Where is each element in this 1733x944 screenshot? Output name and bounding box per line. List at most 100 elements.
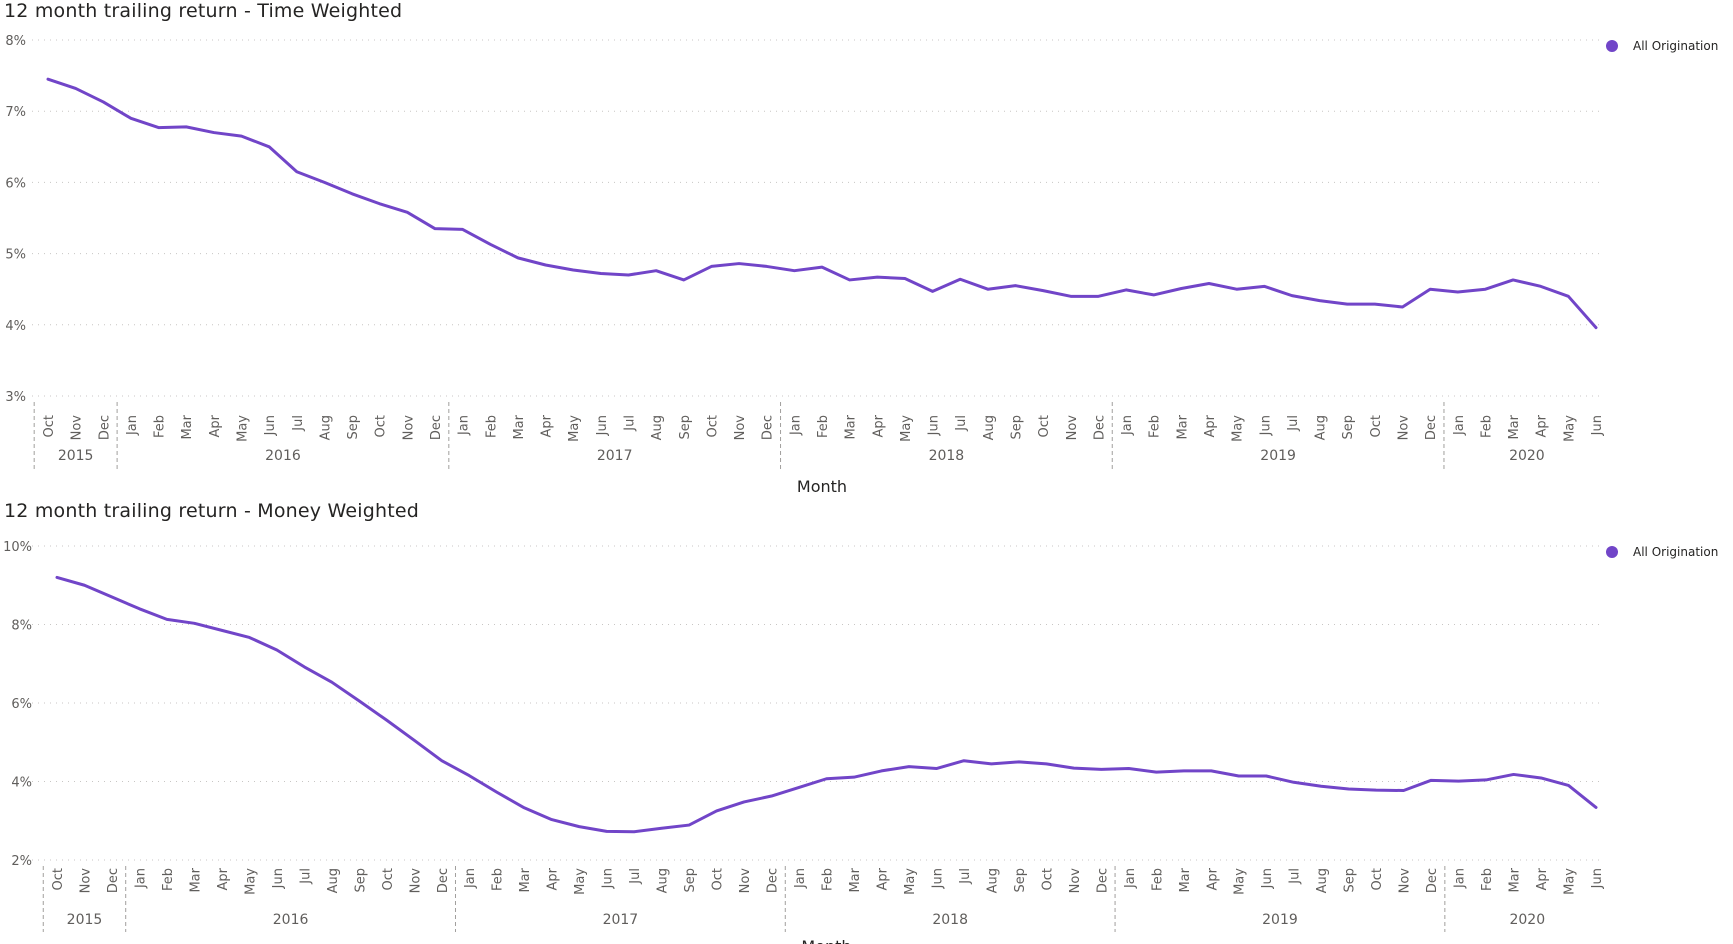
x-tick-label: Mar: [1178, 867, 1193, 892]
legend-marker: [1606, 40, 1618, 52]
x-tick-label: Nov: [1397, 415, 1412, 441]
y-tick-label: 6%: [11, 697, 32, 712]
year-label: 2019: [1262, 912, 1298, 928]
x-tick-label: Jan: [463, 868, 478, 889]
x-tick-label: Mar: [180, 414, 195, 439]
x-tick-label: Apr: [216, 867, 231, 890]
x-tick-label: Jun: [1590, 868, 1605, 889]
x-tick-label: Oct: [1040, 868, 1055, 890]
x-tick-label: Mar: [1175, 414, 1190, 439]
x-tick-label: Jan: [1452, 415, 1467, 436]
x-tick-label: Dec: [436, 868, 451, 893]
y-tick-label: 6%: [5, 176, 26, 191]
x-tick-label: Apr: [540, 414, 555, 437]
x-tick-label: Apr: [875, 867, 890, 890]
x-tick-label: Jun: [927, 415, 942, 436]
year-label: 2018: [932, 912, 968, 928]
year-label: 2020: [1509, 448, 1545, 464]
year-label: 2018: [929, 448, 965, 464]
x-tick-label: Aug: [656, 868, 671, 893]
x-tick-label: Dec: [1095, 868, 1110, 893]
year-label: 2015: [58, 448, 94, 464]
x-tick-label: Aug: [1315, 868, 1330, 893]
y-tick-label: 8%: [5, 34, 26, 49]
x-tick-label: Nov: [733, 415, 748, 441]
x-tick-label: Dec: [106, 868, 121, 893]
x-tick-label: Jun: [263, 415, 278, 436]
x-tick-label: Apr: [1205, 867, 1220, 890]
x-tick-label: Feb: [1148, 415, 1163, 438]
year-label: 2015: [67, 912, 103, 928]
x-tick-label: Sep: [683, 868, 698, 893]
y-tick-label: 4%: [11, 776, 32, 791]
x-tick-label: Nov: [401, 415, 416, 441]
x-tick-label: Dec: [1424, 415, 1439, 440]
chart-money-weighted: 12 month trailing return - Money Weighte…: [0, 500, 1733, 944]
x-tick-label: May: [573, 868, 588, 895]
legend-label: All Origination: [1633, 39, 1718, 53]
x-tick-label: Mar: [512, 414, 527, 439]
x-tick-label: Nov: [1068, 868, 1083, 894]
x-tick-label: Oct: [1369, 415, 1384, 437]
year-label: 2020: [1509, 912, 1545, 928]
x-tick-label: Nov: [78, 868, 93, 894]
x-tick-label: Oct: [381, 868, 396, 890]
chart-title: 12 month trailing return - Money Weighte…: [4, 500, 420, 522]
y-tick-label: 2%: [11, 854, 32, 869]
x-tick-label: Feb: [1479, 415, 1494, 438]
x-tick-label: Aug: [318, 415, 333, 440]
x-tick-label: Feb: [161, 868, 176, 891]
x-tick-label: Jun: [1260, 868, 1275, 889]
series-line: [55, 575, 1598, 834]
x-tick-label: Apr: [871, 414, 886, 437]
x-tick-label: Jan: [1123, 868, 1138, 889]
x-tick-label: Nov: [408, 868, 423, 894]
x-tick-label: Oct: [51, 868, 66, 890]
x-tick-label: Jan: [788, 415, 803, 436]
x-tick-label: Feb: [153, 415, 168, 438]
x-tick-label: Jul: [291, 415, 306, 432]
x-tick-label: Dec: [766, 868, 781, 893]
x-tick-label: Apr: [546, 867, 561, 890]
x-tick-label: Oct: [1370, 868, 1385, 890]
series-line: [46, 77, 1598, 330]
y-tick-label: 4%: [5, 319, 26, 334]
x-tick-label: Jan: [1453, 868, 1468, 889]
year-label: 2016: [273, 912, 309, 928]
year-label: 2019: [1260, 448, 1296, 464]
x-tick-label: Mar: [844, 414, 859, 439]
x-axis-title: Month: [801, 937, 851, 944]
line-chart: 2% 4% 6% 8% 10% Oct Nov Dec Jan Feb Mar Apr May Jun Ju…: [3, 540, 1718, 944]
x-tick-label: May: [567, 415, 582, 442]
x-tick-label: Sep: [678, 415, 693, 440]
line-chart: 3% 4% 5% 6% 7% 8% Oct Nov Dec Jan Feb Mar Apr May Jun J…: [5, 34, 1718, 496]
year-label: 2017: [597, 448, 633, 464]
x-tick-label: Jun: [601, 868, 616, 889]
x-tick-label: Oct: [705, 415, 720, 437]
x-tick-label: May: [1233, 868, 1248, 895]
x-tick-label: Dec: [97, 415, 112, 440]
x-tick-label: Aug: [1314, 415, 1329, 440]
y-tick-label: 3%: [5, 390, 26, 405]
x-tick-label: Jan: [457, 415, 472, 436]
x-tick-label: Mar: [848, 867, 863, 892]
x-tick-label: May: [1563, 868, 1578, 895]
x-tick-label: Nov: [1065, 415, 1080, 441]
x-tick-label: May: [1562, 415, 1577, 442]
x-tick-label: Jun: [1590, 415, 1605, 436]
x-tick-label: Jan: [125, 415, 140, 436]
x-tick-label: Sep: [1010, 415, 1025, 440]
x-tick-label: Apr: [1535, 867, 1550, 890]
x-tick-label: Jul: [1286, 415, 1301, 432]
x-axis-title: Month: [797, 477, 847, 496]
x-tick-label: Feb: [1150, 868, 1165, 891]
x-tick-label: Aug: [985, 868, 1000, 893]
x-tick-label: Mar: [1507, 414, 1522, 439]
x-tick-label: Feb: [816, 415, 831, 438]
x-tick-label: Jul: [958, 868, 973, 885]
x-tick-label: May: [243, 868, 258, 895]
legend-label: All Origination: [1633, 545, 1718, 559]
x-tick-label: Apr: [1535, 414, 1550, 437]
x-tick-label: Feb: [1480, 868, 1495, 891]
x-tick-label: Feb: [484, 415, 499, 438]
